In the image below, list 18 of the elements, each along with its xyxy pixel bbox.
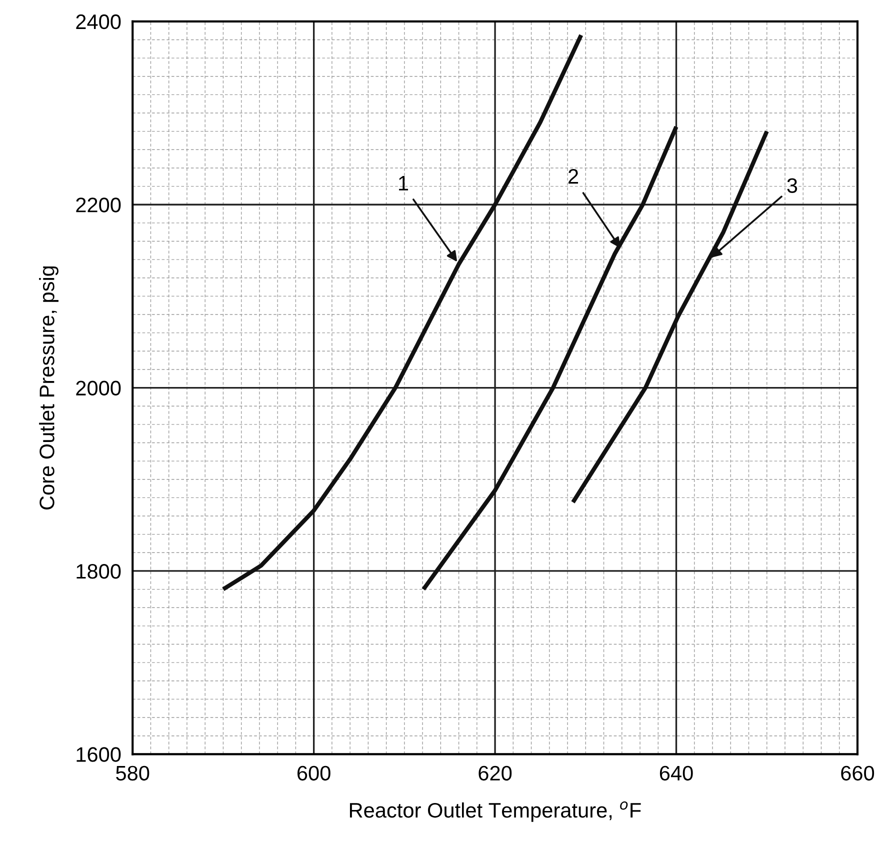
annotation: 3 <box>787 178 798 193</box>
line-series <box>421 124 678 592</box>
y-tick-label: 2000 <box>76 380 121 396</box>
x-axis-title: Reactor Outlet Temperature, $^{o}$F <box>350 801 641 822</box>
y-tick-label: 2400 <box>76 14 121 30</box>
x-tick-label: 640 <box>660 766 693 781</box>
annotation: 1 <box>399 176 408 190</box>
line-series <box>221 33 584 592</box>
y-axis-title: Core Outlet Pressure, psig <box>39 266 58 510</box>
y-tick-label: 1600 <box>76 747 121 762</box>
line-series <box>570 129 769 504</box>
annotation: 2 <box>568 169 578 184</box>
x-tick-label: 620 <box>478 766 512 781</box>
x-tick-label: 660 <box>841 766 874 781</box>
y-tick-label: 1800 <box>76 564 121 579</box>
x-tick-label: 580 <box>116 766 150 781</box>
y-tick-label: 2200 <box>76 198 121 212</box>
x-tick-label: 600 <box>298 766 330 781</box>
